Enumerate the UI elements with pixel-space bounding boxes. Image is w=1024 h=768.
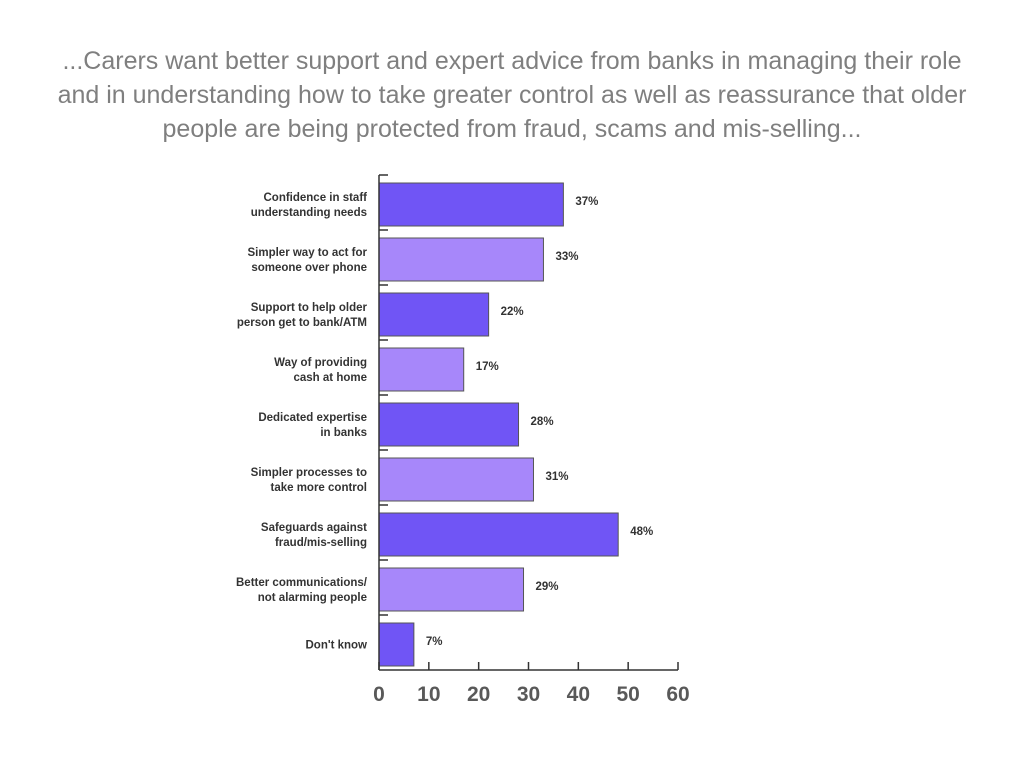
category-label: in banks (320, 427, 367, 439)
slide-headline: ...Carers want better support and expert… (57, 47, 967, 143)
bar-value-label: 31% (545, 471, 568, 483)
category-label: Don't know (305, 640, 367, 652)
category-label: Better communications/ (236, 577, 368, 589)
bar (378, 237, 544, 282)
bar (378, 567, 525, 612)
category-label: Simpler processes to (251, 467, 367, 479)
category-label: Dedicated expertise (258, 412, 367, 424)
category-label: person get to bank/ATM (237, 317, 367, 329)
category-label: Simpler way to act for (247, 247, 367, 259)
bar (378, 292, 490, 337)
category-label: someone over phone (251, 262, 367, 274)
bar (378, 457, 534, 502)
category-label: understanding needs (251, 207, 367, 219)
bar-value-label: 28% (531, 416, 554, 428)
bar-value-label: 22% (501, 306, 524, 318)
bar-value-label: 7% (426, 636, 443, 648)
x-tick-label: 20 (467, 683, 490, 706)
x-tick-label: 30 (517, 683, 540, 706)
bar-value-label: 17% (476, 361, 499, 373)
category-label: Way of providing (274, 357, 367, 369)
x-tick-label: 50 (616, 683, 639, 706)
category-label: Safeguards against (261, 522, 367, 534)
axes-group: 0 10 20 30 40 50 60 (373, 174, 690, 706)
category-label: Confidence in staff (263, 192, 367, 204)
category-label: fraud/mis-selling (275, 537, 367, 549)
bars-group: 37% Confidence in staff understanding need… (236, 182, 653, 667)
bar-value-label: 48% (630, 526, 653, 538)
bar-value-label: 37% (575, 196, 598, 208)
x-tick-label: 60 (666, 683, 689, 706)
bar-value-label: 29% (536, 581, 559, 593)
bar (378, 622, 415, 667)
category-label: Support to help older (251, 302, 368, 314)
bar (378, 402, 520, 447)
bar (378, 512, 619, 557)
x-tick-label: 0 (373, 683, 385, 706)
bar-value-label: 33% (555, 251, 578, 263)
x-tick-label: 40 (567, 683, 590, 706)
x-tick-label: 10 (417, 683, 440, 706)
bar (378, 347, 465, 392)
bar (378, 182, 564, 227)
category-label: take more control (271, 482, 368, 494)
category-label: cash at home (294, 372, 368, 384)
category-label: not alarming people (258, 592, 367, 604)
